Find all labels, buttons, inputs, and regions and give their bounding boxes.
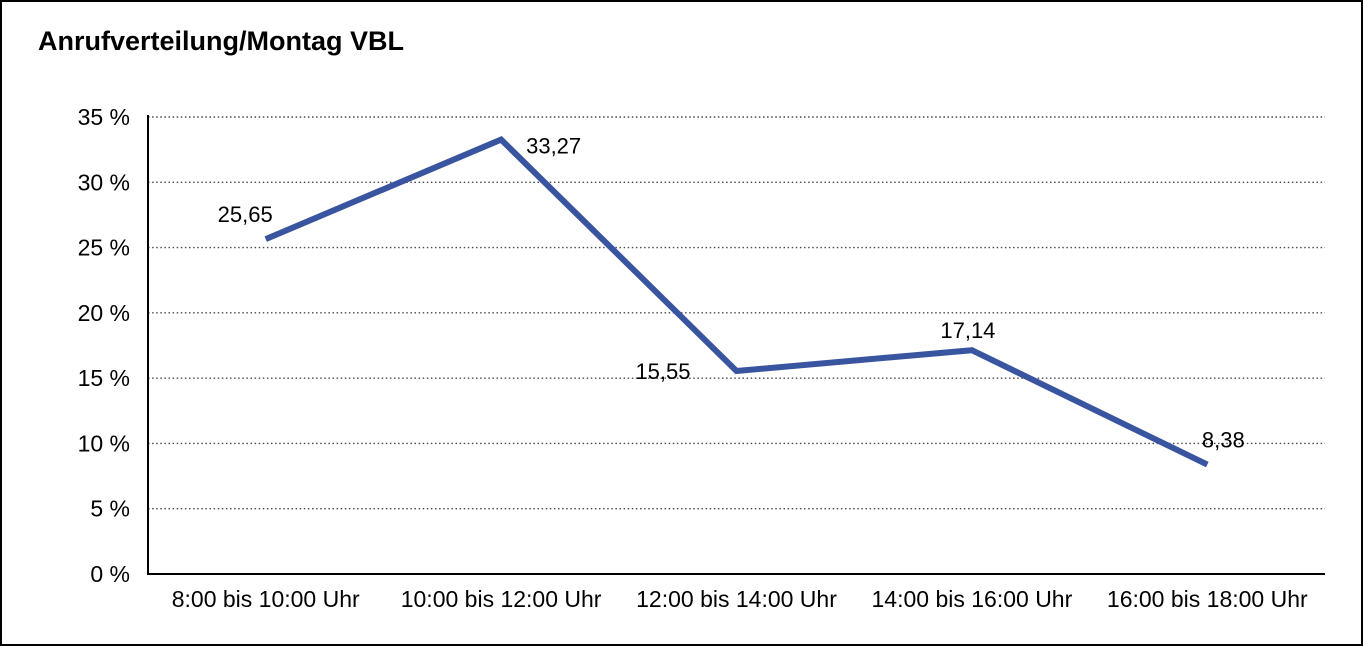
data-point-label: 8,38 — [1202, 428, 1245, 453]
data-point-label: 17,14 — [940, 318, 995, 343]
data-series-line — [264, 136, 1209, 468]
x-axis-tick-label: 8:00 bis 10:00 Uhr — [172, 586, 360, 612]
data-point-label: 33,27 — [526, 134, 581, 159]
data-point-label: 15,55 — [635, 359, 690, 384]
x-axis-tick-label: 10:00 bis 12:00 Uhr — [401, 586, 602, 612]
y-axis-tick-label: 20 % — [78, 300, 130, 326]
x-axis-tick-label: 14:00 bis 16:00 Uhr — [872, 586, 1073, 612]
y-axis-tick-label: 25 % — [78, 235, 130, 261]
x-axis-tick-label: 16:00 bis 18:00 Uhr — [1107, 586, 1308, 612]
y-axis-tick-label: 0 % — [90, 561, 130, 587]
y-axis-tick-label: 10 % — [78, 430, 130, 456]
y-axis-tick-label: 15 % — [78, 365, 130, 391]
y-axis-tick-label: 35 % — [78, 104, 130, 130]
y-axis-tick-label: 30 % — [78, 169, 130, 195]
y-axis-tick-label: 5 % — [90, 496, 130, 522]
x-axis-tick-label: 12:00 bis 14:00 Uhr — [636, 586, 837, 612]
data-point-label: 25,65 — [218, 202, 273, 227]
chart-title: Anrufverteilung/Montag VBL — [38, 26, 404, 56]
